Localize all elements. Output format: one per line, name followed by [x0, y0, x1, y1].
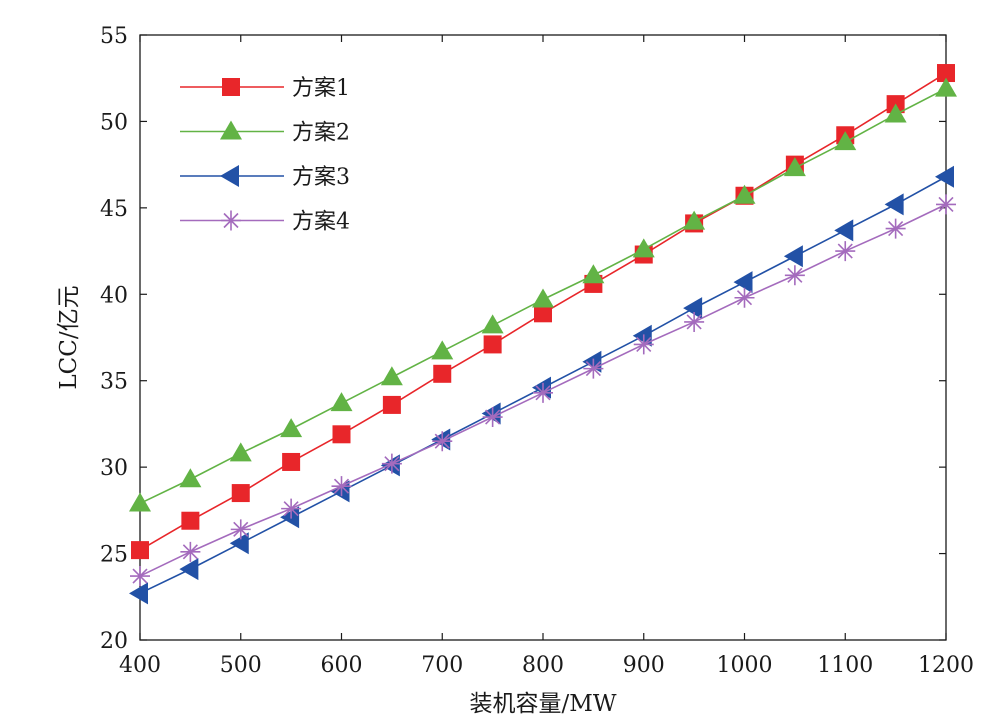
data-point [381, 453, 402, 474]
data-point [533, 382, 553, 403]
legend-marker [222, 78, 240, 96]
data-point [633, 334, 654, 355]
legend-label: 方案1 [292, 76, 350, 101]
x-tick-label: 1100 [817, 653, 873, 678]
data-point [583, 358, 604, 379]
data-point [834, 219, 854, 242]
data-point [784, 265, 805, 286]
y-tick-label: 50 [100, 110, 128, 135]
data-point [433, 364, 452, 383]
legend-label: 方案2 [292, 121, 350, 146]
axis-ticks [139, 34, 947, 641]
x-axis-label: 装机容量/MW [470, 691, 617, 717]
y-axis-label: LCC/亿元 [56, 285, 82, 389]
x-tick-label: 1000 [717, 653, 773, 678]
x-tick-label: 700 [421, 653, 463, 678]
legend-entry: 方案2 [180, 120, 350, 146]
data-point [332, 425, 351, 444]
data-point [181, 511, 200, 530]
y-tick-label: 30 [100, 456, 128, 481]
data-point [331, 476, 352, 497]
y-tick-label: 20 [100, 629, 128, 654]
data-point [936, 194, 956, 215]
data-point [229, 442, 252, 462]
y-tick-label: 55 [100, 24, 128, 49]
data-point [280, 418, 303, 438]
data-point [229, 532, 249, 555]
data-point [130, 566, 150, 587]
data-point [783, 157, 806, 177]
data-point [180, 541, 201, 562]
data-point [884, 193, 904, 216]
data-point [683, 210, 706, 230]
data-point [330, 392, 353, 412]
data-point [131, 541, 149, 560]
plot-area [139, 34, 947, 641]
data-point [532, 288, 554, 308]
data-point [733, 184, 756, 204]
x-tick-label: 400 [119, 653, 161, 678]
data-point [231, 484, 250, 503]
x-tick-label: 800 [522, 653, 564, 678]
data-point [129, 582, 148, 605]
data-point [380, 366, 403, 386]
data-point [281, 498, 302, 519]
series-2 [129, 77, 957, 512]
data-point [481, 402, 501, 425]
x-tick-label: 900 [623, 653, 665, 678]
data-point [534, 304, 552, 323]
series-layer [129, 64, 957, 605]
legend-marker [220, 165, 239, 187]
data-point [481, 314, 504, 334]
data-point [483, 335, 502, 354]
data-point [684, 311, 705, 332]
data-point [382, 395, 401, 414]
data-point [431, 340, 454, 360]
data-point [733, 271, 753, 294]
data-point [179, 468, 202, 488]
x-tick-label: 1200 [918, 653, 974, 678]
legend-marker [220, 120, 242, 140]
legend-label: 方案3 [292, 165, 350, 190]
data-point [482, 407, 503, 428]
data-point [582, 264, 605, 284]
data-point [282, 452, 301, 471]
data-point [230, 519, 251, 540]
data-point [834, 131, 857, 151]
legend-entry: 方案1 [180, 76, 350, 101]
series-4 [130, 194, 956, 587]
data-point [935, 77, 957, 97]
data-point [129, 492, 151, 512]
data-point [734, 287, 755, 308]
y-tick-label: 25 [100, 543, 128, 568]
data-point [632, 238, 655, 258]
y-tick-label: 35 [100, 370, 128, 395]
legend-label: 方案4 [292, 210, 350, 235]
legend-entry: 方案3 [180, 165, 350, 190]
data-point [937, 64, 955, 83]
legend-entry: 方案4 [180, 210, 350, 235]
tick-labels: 400 500 600 700 800 900 1000 1100 1200 20 25 30 35 40… [100, 24, 974, 678]
legend: 方案1 方案2 方案3 方案4 [180, 76, 350, 235]
data-point [935, 165, 954, 188]
data-point [683, 297, 703, 320]
y-tick-label: 45 [100, 197, 128, 222]
y-tick-label: 40 [100, 283, 128, 308]
data-point [835, 241, 856, 262]
data-point [432, 431, 453, 452]
data-point [885, 218, 906, 239]
data-point [884, 103, 907, 123]
x-tick-label: 500 [220, 653, 262, 678]
data-point [179, 558, 199, 581]
legend-marker [221, 210, 241, 231]
x-tick-label: 600 [321, 653, 363, 678]
data-point [783, 245, 803, 268]
